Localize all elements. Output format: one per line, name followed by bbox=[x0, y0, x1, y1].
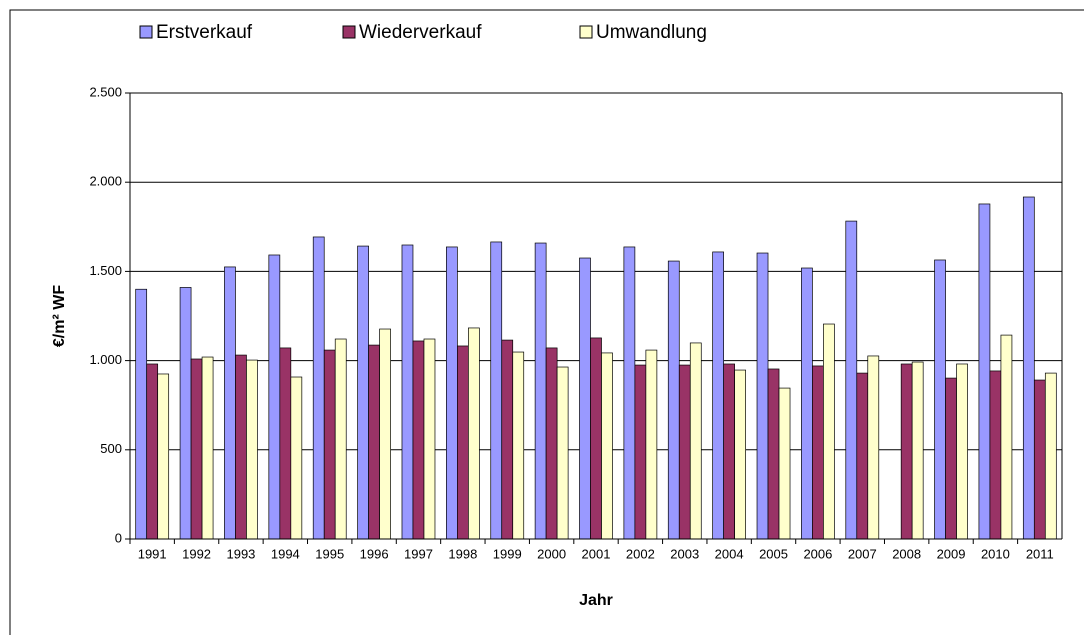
bar bbox=[812, 365, 824, 540]
bar bbox=[279, 347, 292, 540]
bar bbox=[756, 252, 769, 540]
bar bbox=[867, 355, 880, 540]
bar bbox=[1033, 379, 1046, 540]
x-tick-label: 1997 bbox=[404, 546, 433, 561]
x-tick-label: 1999 bbox=[493, 546, 522, 561]
bar bbox=[978, 203, 991, 540]
x-axis-label: Jahr bbox=[579, 592, 613, 609]
x-tick-label: 1994 bbox=[271, 546, 300, 561]
bar bbox=[190, 358, 203, 540]
bar bbox=[323, 349, 336, 540]
bar bbox=[290, 376, 303, 540]
bar bbox=[135, 288, 148, 540]
x-tick-label: 1992 bbox=[182, 546, 211, 561]
x-tick-label: 2000 bbox=[537, 546, 566, 561]
bar bbox=[401, 244, 414, 540]
bar bbox=[235, 354, 247, 540]
y-axis-label: €/m² WF bbox=[51, 285, 68, 347]
bar bbox=[368, 344, 380, 540]
y-tick-label: 2.500 bbox=[89, 84, 122, 99]
legend-swatch bbox=[139, 25, 153, 39]
legend-label: Wiederverkauf bbox=[359, 22, 482, 43]
y-tick-label: 0 bbox=[115, 530, 122, 545]
bar bbox=[201, 356, 214, 540]
x-tick-label: 2009 bbox=[937, 546, 966, 561]
x-tick-label: 2005 bbox=[759, 546, 788, 561]
bar bbox=[1022, 196, 1035, 540]
bar bbox=[501, 339, 514, 540]
bar bbox=[468, 327, 480, 540]
x-tick-label: 2011 bbox=[1026, 546, 1054, 561]
bar bbox=[379, 328, 391, 540]
bar bbox=[1044, 372, 1057, 540]
x-tick-label: 2007 bbox=[848, 546, 877, 561]
bar bbox=[734, 369, 746, 540]
bar bbox=[412, 340, 425, 540]
bar bbox=[579, 257, 591, 540]
legend-label: Erstverkauf bbox=[156, 22, 253, 43]
bar bbox=[645, 349, 658, 540]
x-tick-label: 1998 bbox=[448, 546, 477, 561]
x-tick-label: 1996 bbox=[360, 546, 389, 561]
bar bbox=[989, 370, 1002, 540]
y-tick-label: 2.000 bbox=[89, 174, 122, 189]
bar bbox=[689, 342, 702, 540]
bar bbox=[457, 345, 469, 540]
bar bbox=[334, 338, 347, 540]
bar bbox=[179, 287, 192, 540]
bar bbox=[268, 254, 281, 540]
chart-frame bbox=[9, 9, 1084, 635]
bar bbox=[667, 260, 680, 540]
bar bbox=[856, 372, 869, 540]
bar bbox=[767, 368, 780, 540]
legend-swatch bbox=[579, 25, 593, 39]
bar bbox=[823, 323, 835, 540]
bar bbox=[601, 352, 613, 540]
bar bbox=[634, 364, 647, 540]
bar bbox=[545, 347, 558, 540]
bar bbox=[534, 242, 547, 540]
x-tick-label: 1993 bbox=[226, 546, 255, 561]
x-tick-label: 2002 bbox=[626, 546, 655, 561]
bar bbox=[945, 377, 957, 540]
bar bbox=[224, 266, 236, 540]
bar bbox=[357, 245, 369, 540]
bar bbox=[1000, 334, 1013, 540]
bar bbox=[157, 373, 170, 540]
y-tick-label: 1.500 bbox=[89, 263, 122, 278]
bar bbox=[623, 246, 636, 540]
bar bbox=[934, 259, 946, 540]
legend-swatch bbox=[342, 25, 356, 39]
bar bbox=[678, 364, 691, 540]
x-tick-label: 2004 bbox=[715, 546, 744, 561]
bar bbox=[723, 363, 735, 540]
bar bbox=[512, 351, 525, 540]
bar bbox=[956, 363, 968, 540]
bar bbox=[590, 337, 602, 540]
x-tick-label: 2010 bbox=[981, 546, 1010, 561]
x-tick-label: 2006 bbox=[803, 546, 832, 561]
bar bbox=[712, 251, 724, 540]
bar bbox=[911, 361, 924, 540]
bar bbox=[423, 338, 436, 540]
x-tick-label: 2008 bbox=[892, 546, 921, 561]
bar bbox=[778, 387, 791, 540]
bar bbox=[900, 363, 913, 540]
bar bbox=[845, 220, 858, 540]
y-tick-label: 1.000 bbox=[89, 352, 122, 367]
bar bbox=[246, 359, 258, 540]
bar bbox=[312, 236, 325, 540]
x-tick-label: 1995 bbox=[315, 546, 344, 561]
legend-label: Umwandlung bbox=[596, 22, 707, 43]
x-tick-label: 1991 bbox=[138, 546, 167, 561]
y-tick-label: 500 bbox=[100, 441, 122, 456]
bar bbox=[146, 363, 159, 540]
bar bbox=[490, 241, 503, 540]
x-tick-label: 2001 bbox=[582, 546, 611, 561]
bar bbox=[556, 366, 569, 540]
bar bbox=[801, 267, 813, 540]
x-tick-label: 2003 bbox=[670, 546, 699, 561]
bar bbox=[446, 246, 458, 540]
